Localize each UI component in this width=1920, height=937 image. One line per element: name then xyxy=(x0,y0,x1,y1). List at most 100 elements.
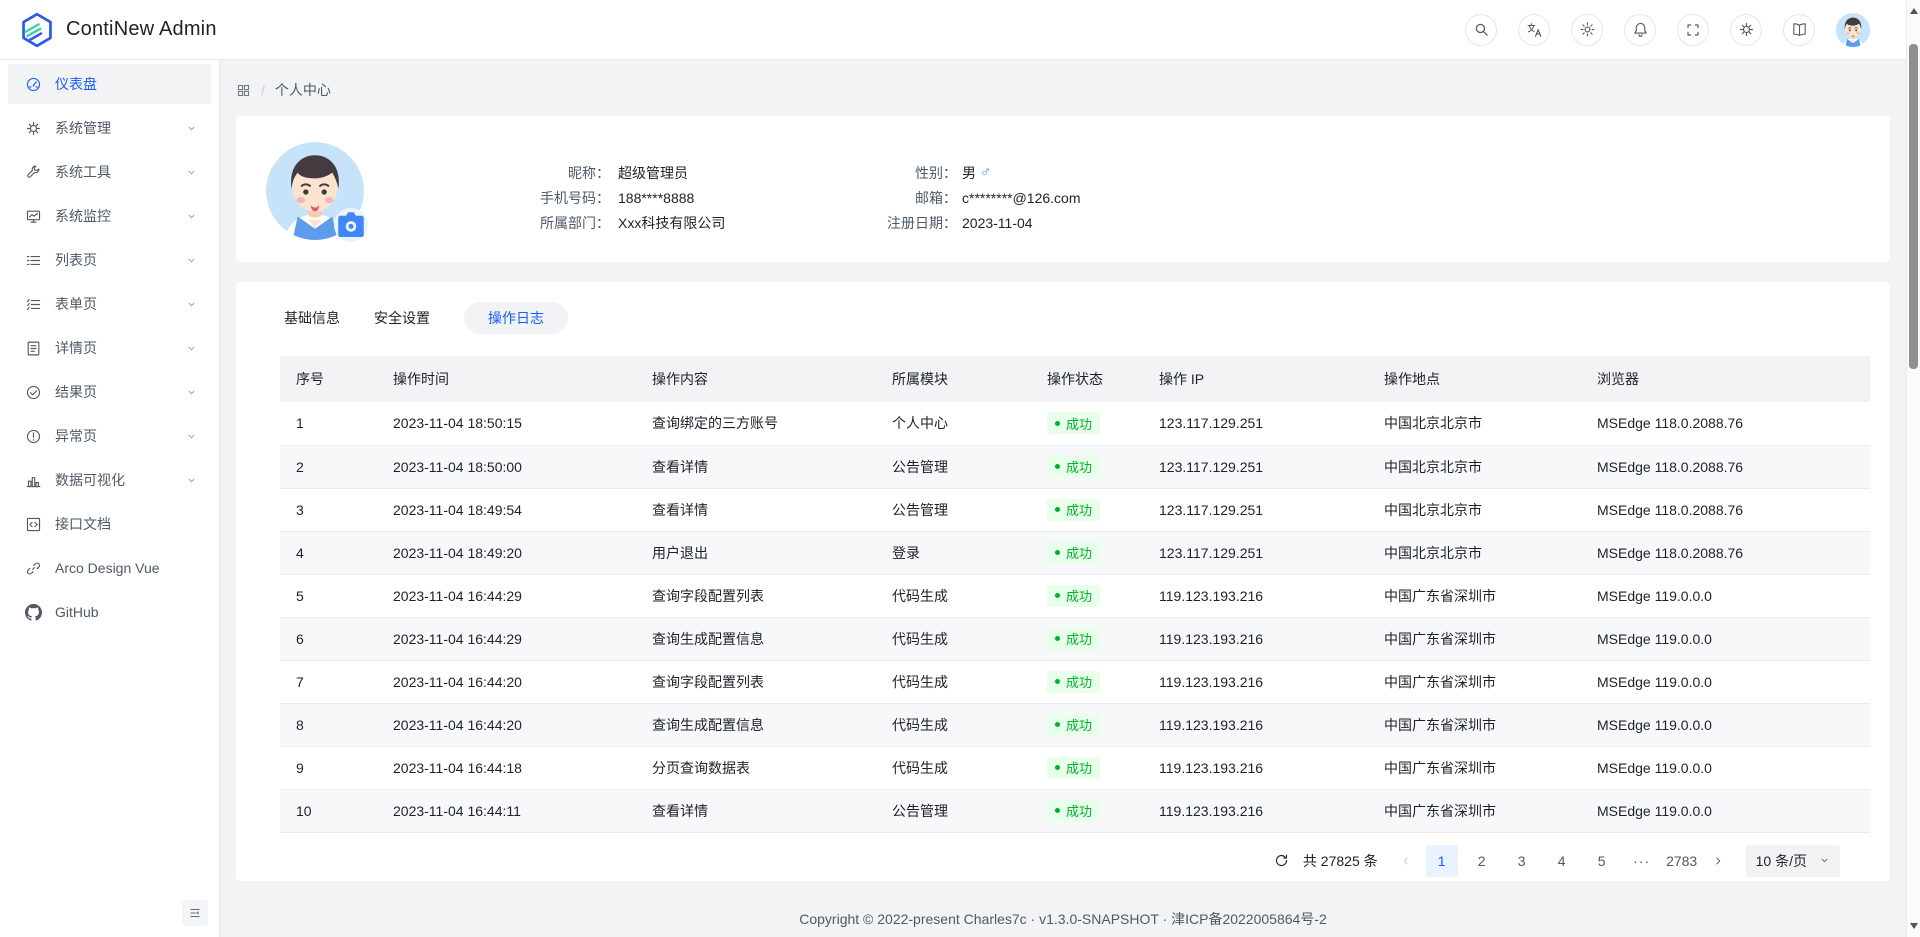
field-label: 昵称： xyxy=(568,164,610,181)
cell-location: 中国广东省深圳市 xyxy=(1368,660,1581,704)
page-size-select[interactable]: 10 条/页 xyxy=(1745,844,1840,877)
chevron-down-icon xyxy=(186,255,197,266)
page-button-5[interactable]: 5 xyxy=(1586,845,1618,877)
sidebar-item-label: 详情页 xyxy=(55,340,97,356)
cell-location: 中国北京北京市 xyxy=(1368,531,1581,575)
notifications-button[interactable] xyxy=(1624,13,1656,46)
sidebar-item-dashboard[interactable]: 仪表盘 xyxy=(8,64,211,104)
sidebar-item-github[interactable]: GitHub xyxy=(8,592,211,632)
sidebar-item-label: 异常页 xyxy=(55,428,97,444)
tab-security-settings[interactable]: 安全设置 xyxy=(374,310,430,326)
sidebar-item-exception-page[interactable]: 异常页 xyxy=(8,416,211,456)
table-row[interactable]: 8 2023-11-04 16:44:20 查询生成配置信息 代码生成 成功 119.12… xyxy=(280,703,1870,747)
cell-content: 查询生成配置信息 xyxy=(636,703,876,747)
sidebar-item-detail-page[interactable]: 详情页 xyxy=(8,328,211,368)
link-icon xyxy=(25,560,42,577)
table-row[interactable]: 3 2023-11-04 18:49:54 查看详情 公告管理 成功 123.117.12… xyxy=(280,488,1870,532)
scrollbar-thumb[interactable] xyxy=(1909,44,1918,369)
status-dot-icon xyxy=(1055,593,1060,598)
cell-content: 查询字段配置列表 xyxy=(636,574,876,618)
scroll-up-arrow-icon[interactable] xyxy=(1910,8,1918,14)
table-row[interactable]: 7 2023-11-04 16:44:20 查询字段配置列表 代码生成 成功 119.12… xyxy=(280,660,1870,704)
refresh-button[interactable] xyxy=(1273,852,1291,870)
table-row[interactable]: 5 2023-11-04 16:44:29 查询字段配置列表 代码生成 成功 119.12… xyxy=(280,574,1870,618)
cell-browser: MSEdge 119.0.0.0 xyxy=(1581,617,1870,661)
fullscreen-icon xyxy=(1685,22,1701,38)
scrollbar[interactable] xyxy=(1906,0,1920,937)
chevron-down-icon xyxy=(186,211,197,222)
cell-no: 3 xyxy=(280,488,377,532)
sidebar-item-api-docs[interactable]: 接口文档 xyxy=(8,504,211,544)
cell-time: 2023-11-04 18:49:20 xyxy=(377,531,636,575)
sidebar-item-label: GitHub xyxy=(55,604,99,620)
chevron-down-icon xyxy=(186,299,197,310)
sidebar-item-form-page[interactable]: 表单页 xyxy=(8,284,211,324)
status-dot-icon xyxy=(1055,765,1060,770)
table-row[interactable]: 4 2023-11-04 18:49:20 用户退出 登录 成功 123.117.129.… xyxy=(280,531,1870,575)
sidebar-item-system-monitor[interactable]: 系统监控 xyxy=(8,196,211,236)
user-avatar[interactable] xyxy=(1836,12,1870,47)
table-row[interactable]: 10 2023-11-04 16:44:11 查看详情 公告管理 成功 119.123.1… xyxy=(280,789,1870,833)
prev-page-button[interactable] xyxy=(1394,845,1418,877)
chevron-down-icon xyxy=(186,167,197,178)
page-button-3[interactable]: 3 xyxy=(1506,845,1538,877)
next-page-button[interactable] xyxy=(1706,845,1730,877)
cell-time: 2023-11-04 16:44:20 xyxy=(377,660,636,704)
settings-button[interactable] xyxy=(1730,13,1762,46)
table-row[interactable]: 6 2023-11-04 16:44:29 查询生成配置信息 代码生成 成功 119.12… xyxy=(280,617,1870,661)
tab-operation-log[interactable]: 操作日志 xyxy=(464,302,568,334)
sidebar-item-system-management[interactable]: 系统管理 xyxy=(8,108,211,148)
cell-browser: MSEdge 119.0.0.0 xyxy=(1581,703,1870,747)
chevron-down-icon xyxy=(1819,855,1830,866)
cell-browser: MSEdge 119.0.0.0 xyxy=(1581,746,1870,790)
sidebar-item-label: 结果页 xyxy=(55,384,97,400)
chevron-down-icon xyxy=(186,431,197,442)
sidebar-collapse-button[interactable] xyxy=(182,900,208,926)
status-badge: 成功 xyxy=(1047,498,1101,521)
translate-button[interactable] xyxy=(1518,13,1550,46)
scroll-down-arrow-icon[interactable] xyxy=(1910,923,1918,929)
cell-content: 用户退出 xyxy=(636,531,876,575)
cell-ip: 119.123.193.216 xyxy=(1143,617,1368,661)
tab-basic-info[interactable]: 基础信息 xyxy=(284,310,340,326)
docs-button[interactable] xyxy=(1783,13,1815,46)
page-button-last[interactable]: 2783 xyxy=(1666,845,1698,877)
fullscreen-button[interactable] xyxy=(1677,13,1709,46)
col-time: 操作时间 xyxy=(377,356,636,402)
nickname-value: 超级管理员 xyxy=(618,164,688,181)
sidebar-item-data-visualization[interactable]: 数据可视化 xyxy=(8,460,211,500)
status-dot-icon xyxy=(1055,464,1060,469)
cell-time: 2023-11-04 16:44:29 xyxy=(377,617,636,661)
footer-copyright: Copyright © 2022-present Charles7c · v1.… xyxy=(799,911,1327,927)
status-dot-icon xyxy=(1055,679,1060,684)
cell-location: 中国广东省深圳市 xyxy=(1368,574,1581,618)
cell-browser: MSEdge 118.0.2088.76 xyxy=(1581,531,1870,575)
sidebar-item-system-tools[interactable]: 系统工具 xyxy=(8,152,211,192)
status-badge: 成功 xyxy=(1047,799,1101,822)
sidebar-item-result-page[interactable]: 结果页 xyxy=(8,372,211,412)
cell-content: 查看详情 xyxy=(636,445,876,489)
sidebar-item-list-page[interactable]: 列表页 xyxy=(8,240,211,280)
apps-icon[interactable] xyxy=(236,83,251,98)
page-button-4[interactable]: 4 xyxy=(1546,845,1578,877)
page-button-2[interactable]: 2 xyxy=(1466,845,1498,877)
app-logo-icon xyxy=(18,11,56,49)
cell-location: 中国广东省深圳市 xyxy=(1368,789,1581,833)
cell-location: 中国广东省深圳市 xyxy=(1368,703,1581,747)
profile-avatar[interactable] xyxy=(266,142,368,242)
table-row[interactable]: 9 2023-11-04 16:44:18 分页查询数据表 代码生成 成功 119.123… xyxy=(280,746,1870,790)
cell-module: 公告管理 xyxy=(876,445,1031,489)
theme-toggle-button[interactable] xyxy=(1571,13,1603,46)
cell-browser: MSEdge 118.0.2088.76 xyxy=(1581,488,1870,532)
cell-content: 查看详情 xyxy=(636,488,876,532)
cell-no: 2 xyxy=(280,445,377,489)
table-row[interactable]: 2 2023-11-04 18:50:00 查看详情 公告管理 成功 123.117.12… xyxy=(280,445,1870,489)
search-button[interactable] xyxy=(1465,13,1497,46)
chevron-down-icon xyxy=(186,343,197,354)
sidebar-item-arco-design-vue[interactable]: Arco Design Vue xyxy=(8,548,211,588)
change-avatar-button[interactable] xyxy=(334,208,368,242)
page-button-1[interactable]: 1 xyxy=(1425,844,1458,877)
col-status: 操作状态 xyxy=(1031,356,1143,402)
table-row[interactable]: 1 2023-11-04 18:50:15 查询绑定的三方账号 个人中心 成功 123.1… xyxy=(280,402,1870,446)
field-label: 注册日期： xyxy=(887,214,957,231)
